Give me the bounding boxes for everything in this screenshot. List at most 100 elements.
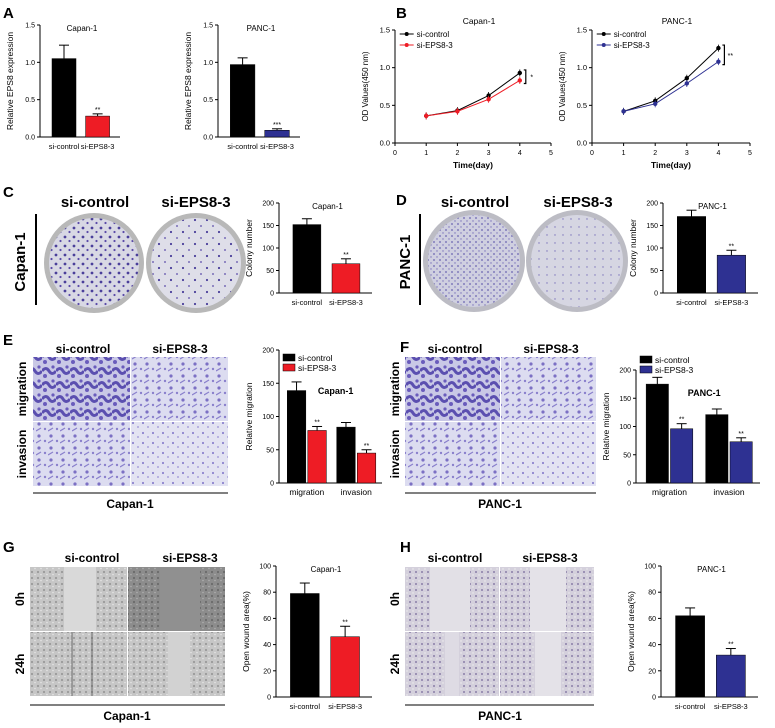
colony-dish-knockdown-capan: [151, 218, 241, 308]
chart-title: Capan-1: [311, 565, 342, 574]
colony-dish-control-panc: [428, 215, 520, 307]
significance-bracket: [523, 69, 527, 85]
x-tick-label: invasion: [341, 487, 372, 497]
bar-a1-0: [51, 58, 77, 138]
legend-label: si-EPS8-3: [298, 363, 337, 373]
y-axis-label: Relative migration: [601, 392, 611, 460]
y-tick-label: 0: [652, 695, 656, 702]
y-tick-label: 200: [262, 201, 274, 208]
wound-gap-0h-control-panc: [430, 567, 470, 631]
x-tick-label: si-control: [290, 702, 321, 711]
panel-g-cell-line: Capan-1: [103, 709, 151, 723]
y-tick-label: 1.5: [203, 23, 213, 30]
x-tick-label: 0: [590, 150, 594, 157]
chart-title: PANC-1: [247, 24, 276, 33]
y-tick-label: 1.5: [577, 26, 587, 35]
bar-c-1: [331, 263, 361, 294]
y-tick-label: 40: [263, 642, 271, 649]
transwell-migration-knockdown-capan: [131, 357, 228, 421]
legend-marker: [601, 32, 606, 36]
x-tick-label: si-control: [227, 142, 258, 151]
chart-title: Capan-1: [463, 16, 496, 26]
data-point: [455, 109, 460, 114]
x-tick-label: si-EPS8-3: [714, 702, 748, 711]
bar-a2-1: [264, 130, 290, 138]
panel-g-images: si-control si-EPS8-3 0h 24h Capan-1: [13, 551, 225, 723]
series-line-1: [426, 80, 521, 117]
significance-mark: **: [95, 107, 101, 114]
wound-gap-24h-knockdown-capan: [168, 632, 190, 696]
y-tick-label: 0.0: [577, 139, 587, 148]
x-tick-label: si-control: [676, 298, 707, 307]
x-tick-label: si-control: [675, 702, 706, 711]
x-axis-label: Time(day): [453, 160, 493, 170]
panel-letter-f: F: [400, 339, 409, 356]
y-tick-label: 50: [266, 447, 274, 454]
series-line-0: [426, 72, 521, 117]
x-tick-label: si-control: [49, 142, 80, 151]
x-tick-label: 2: [653, 150, 657, 157]
x-tick-label: si-EPS8-3: [328, 702, 362, 711]
y-tick-label: 200: [646, 201, 658, 208]
bar-d-1: [716, 254, 746, 294]
significance-mark: *: [530, 75, 533, 82]
y-tick-label: 20: [648, 668, 656, 675]
bar-f-1-1: [729, 441, 753, 484]
y-tick-label: 0.5: [25, 97, 35, 104]
panel-f-cell-line: PANC-1: [478, 497, 522, 511]
x-tick-label: 3: [487, 150, 491, 157]
wound-gap-24h-knockdown-panc: [535, 632, 561, 696]
panel-f-row-invasion: invasion: [388, 430, 402, 479]
x-tick-label: 0: [393, 150, 397, 157]
y-tick-label: 0: [270, 481, 274, 488]
y-tick-label: 0: [270, 291, 274, 298]
y-tick-label: 100: [644, 564, 656, 571]
significance-mark: **: [364, 443, 370, 450]
y-tick-label: 40: [648, 642, 656, 649]
significance-mark: **: [728, 53, 734, 60]
y-tick-label: 0.5: [577, 101, 587, 110]
legend-label: si-control: [298, 353, 333, 363]
y-tick-label: 200: [619, 368, 631, 375]
colony-dish-control-capan: [49, 218, 139, 308]
x-tick-label: 5: [748, 150, 752, 157]
chart-title: Capan-1: [312, 202, 343, 211]
y-tick-label: 150: [262, 381, 274, 388]
panel-c-images: si-control si-EPS8-3 Capan-1: [12, 194, 246, 313]
transwell-invasion-knockdown-panc: [501, 422, 596, 486]
panel-letter-c: C: [3, 184, 14, 201]
chart-title: Capan-1: [318, 386, 354, 396]
data-point: [716, 59, 721, 64]
panel-f-row-migration: migration: [388, 362, 402, 417]
x-tick-label: 4: [518, 150, 522, 157]
legend-marker: [404, 32, 409, 36]
significance-mark: **: [728, 642, 734, 649]
significance-mark: **: [679, 417, 685, 424]
panel-c-row-label: Capan-1: [12, 232, 29, 291]
y-tick-label: 1.0: [380, 63, 390, 72]
panel-c-label-control: si-control: [61, 194, 129, 211]
panel-d-label-control: si-control: [441, 194, 509, 211]
x-tick-label: si-EPS8-3: [329, 298, 363, 307]
panel-f-label-knockdown: si-EPS8-3: [523, 342, 579, 356]
legend-swatch: [639, 365, 653, 374]
y-tick-label: 150: [619, 396, 631, 403]
y-tick-label: 60: [263, 616, 271, 623]
chart-title: PANC-1: [698, 202, 727, 211]
panel-h-row-24h: 24h: [388, 654, 402, 675]
y-tick-label: 150: [262, 223, 274, 230]
significance-mark: **: [314, 419, 320, 426]
bar-a1-1: [85, 115, 110, 138]
y-tick-label: 0: [267, 695, 271, 702]
x-tick-label: 5: [549, 150, 553, 157]
panel-h-row-0h: 0h: [388, 592, 402, 606]
data-point: [486, 97, 491, 102]
y-tick-label: 80: [648, 590, 656, 597]
y-axis-label: Relative EPS8 expression: [183, 32, 193, 131]
panel-e-row-migration: migration: [15, 362, 29, 417]
data-point: [517, 70, 522, 76]
x-tick-label: si-EPS8-3: [81, 142, 115, 151]
y-tick-label: 50: [623, 452, 631, 459]
wound-gap-0h-control-capan: [64, 567, 96, 631]
